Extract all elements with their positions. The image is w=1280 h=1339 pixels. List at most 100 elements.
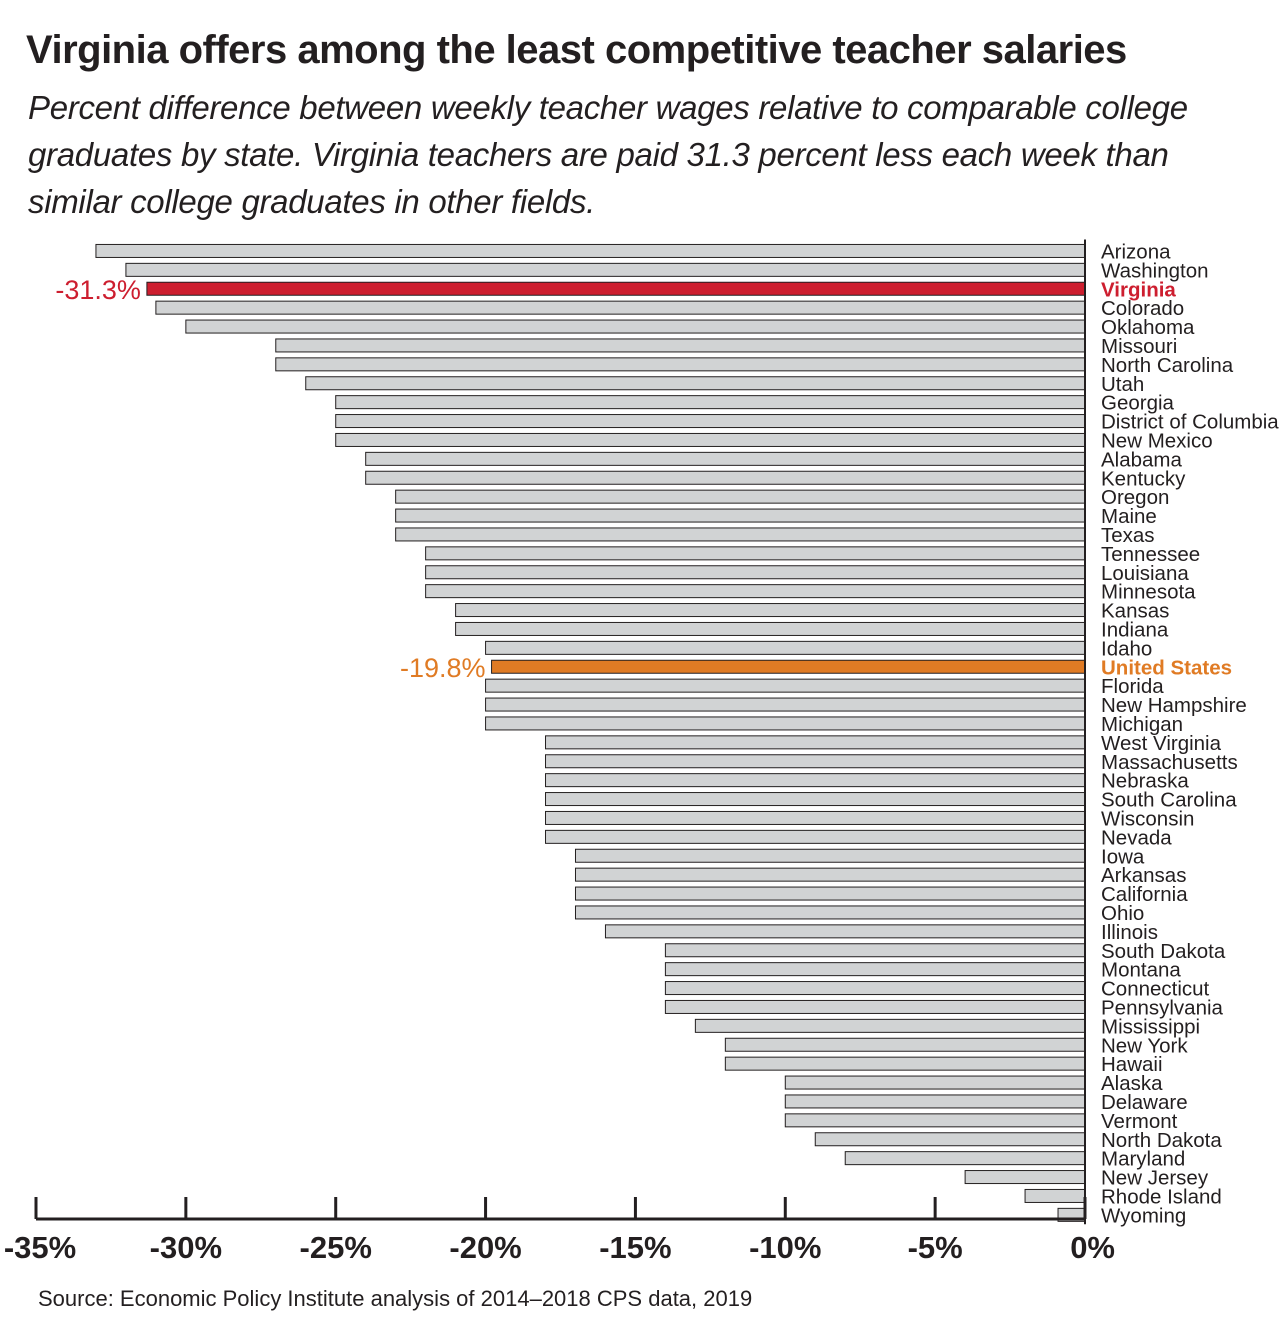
bar-illinois — [604, 924, 1086, 939]
bar-indiana — [455, 621, 1086, 636]
x-tick-label: -25% — [300, 1230, 372, 1265]
bar-delaware — [784, 1094, 1086, 1109]
chart-title: Virginia offers among the least competit… — [26, 28, 1127, 72]
bar-florida — [485, 678, 1086, 693]
category-label-pennsylvania: Pennsylvania — [1101, 996, 1224, 1019]
category-label-united-states: United States — [1101, 656, 1232, 679]
category-label-tennessee: Tennessee — [1101, 543, 1200, 566]
bar-kentucky — [365, 470, 1086, 485]
category-label-new-york: New York — [1101, 1034, 1188, 1057]
bar-rhode-island — [1024, 1188, 1086, 1203]
category-label-arizona: Arizona — [1101, 240, 1171, 263]
category-label-new-mexico: New Mexico — [1101, 429, 1213, 452]
category-label-alabama: Alabama — [1101, 448, 1183, 471]
bar-montana — [664, 962, 1086, 977]
bar-hawaii — [724, 1056, 1086, 1071]
bar-south-carolina — [545, 792, 1086, 807]
bar-connecticut — [664, 981, 1086, 996]
category-label-new-jersey: New Jersey — [1101, 1167, 1209, 1190]
bar-district-of-columbia — [335, 414, 1086, 429]
x-tick-label: -10% — [749, 1230, 821, 1265]
bar-west-virginia — [545, 735, 1086, 750]
bar-texas — [395, 527, 1086, 542]
bar-virginia — [146, 281, 1086, 296]
category-label-georgia: Georgia — [1101, 392, 1175, 415]
category-label-kansas: Kansas — [1101, 600, 1169, 623]
bar-alaska — [784, 1075, 1086, 1090]
category-label-delaware: Delaware — [1101, 1091, 1188, 1114]
bar-california — [574, 886, 1086, 901]
x-tick-label: 0% — [1070, 1230, 1115, 1265]
category-label-district-of-columbia: District of Columbia — [1101, 411, 1279, 434]
category-label-minnesota: Minnesota — [1101, 581, 1196, 604]
bar-new-jersey — [964, 1170, 1086, 1185]
category-label-hawaii: Hawaii — [1101, 1053, 1163, 1076]
bar-michigan — [485, 716, 1086, 731]
x-tick-label: -35% — [4, 1230, 76, 1265]
category-label-nebraska: Nebraska — [1101, 770, 1189, 793]
bar-ohio — [574, 905, 1086, 920]
chart-subtitle: Percent difference between weekly teache… — [28, 89, 1188, 220]
bar-new-york — [724, 1037, 1086, 1052]
category-label-maryland: Maryland — [1101, 1148, 1185, 1171]
bar-arkansas — [574, 867, 1086, 882]
data-label-virginia: -31.3% — [55, 275, 141, 305]
bar-utah — [305, 376, 1086, 391]
category-label-iowa: Iowa — [1101, 845, 1145, 868]
x-tick-label: -5% — [908, 1230, 963, 1265]
category-label-florida: Florida — [1101, 675, 1164, 698]
bar-maine — [395, 508, 1086, 523]
category-label-oklahoma: Oklahoma — [1101, 316, 1195, 339]
category-label-maine: Maine — [1101, 505, 1157, 528]
data-labels-layer: -31.3% -19.8% — [55, 275, 485, 683]
source-note: Source: Economic Policy Institute analys… — [38, 1286, 753, 1311]
category-label-ohio: Ohio — [1101, 902, 1144, 925]
category-label-indiana: Indiana — [1101, 618, 1169, 641]
category-labels-layer: ArizonaWashingtonVirginiaColoradoOklahom… — [1101, 240, 1279, 1227]
bar-new-hampshire — [485, 697, 1086, 712]
bar-colorado — [155, 300, 1086, 315]
bar-south-dakota — [664, 943, 1086, 958]
category-label-idaho: Idaho — [1101, 637, 1152, 660]
category-label-wisconsin: Wisconsin — [1101, 807, 1194, 830]
bar-north-carolina — [275, 357, 1086, 372]
category-label-alaska: Alaska — [1101, 1072, 1163, 1095]
category-label-texas: Texas — [1101, 524, 1155, 547]
bar-maryland — [844, 1151, 1086, 1166]
bars-layer — [95, 239, 1086, 1225]
category-label-new-hampshire: New Hampshire — [1101, 694, 1247, 717]
x-axis: -35% -30% -25% -20% -15% -10% -5% 0% — [4, 1197, 1115, 1265]
category-label-california: California — [1101, 883, 1188, 906]
category-label-wyoming: Wyoming — [1101, 1204, 1186, 1227]
category-label-nevada: Nevada — [1101, 826, 1172, 849]
category-label-west-virginia: West Virginia — [1101, 732, 1222, 755]
category-label-washington: Washington — [1101, 259, 1209, 282]
bar-north-dakota — [814, 1132, 1086, 1147]
bar-tennessee — [425, 546, 1086, 561]
bar-missouri — [275, 338, 1086, 353]
bar-wisconsin — [545, 810, 1086, 825]
bar-united-states — [491, 659, 1086, 674]
category-label-massachusetts: Massachusetts — [1101, 751, 1238, 774]
category-label-vermont: Vermont — [1101, 1110, 1178, 1133]
category-label-colorado: Colorado — [1101, 297, 1184, 320]
bar-nevada — [545, 829, 1086, 844]
category-label-michigan: Michigan — [1101, 713, 1183, 736]
category-label-louisiana: Louisiana — [1101, 562, 1189, 585]
category-label-mississippi: Mississippi — [1101, 1015, 1200, 1038]
category-label-missouri: Missouri — [1101, 335, 1177, 358]
category-label-utah: Utah — [1101, 373, 1144, 396]
data-label-united-states: -19.8% — [400, 653, 486, 683]
bar-georgia — [335, 395, 1086, 410]
category-label-montana: Montana — [1101, 959, 1181, 982]
bar-idaho — [485, 640, 1086, 655]
x-tick-label: -15% — [599, 1230, 671, 1265]
bar-minnesota — [425, 584, 1086, 599]
bar-nebraska — [545, 773, 1086, 788]
bar-pennsylvania — [664, 999, 1086, 1014]
bar-washington — [125, 262, 1086, 277]
bar-alabama — [365, 451, 1086, 466]
category-label-oregon: Oregon — [1101, 486, 1169, 509]
category-label-arkansas: Arkansas — [1101, 864, 1186, 887]
